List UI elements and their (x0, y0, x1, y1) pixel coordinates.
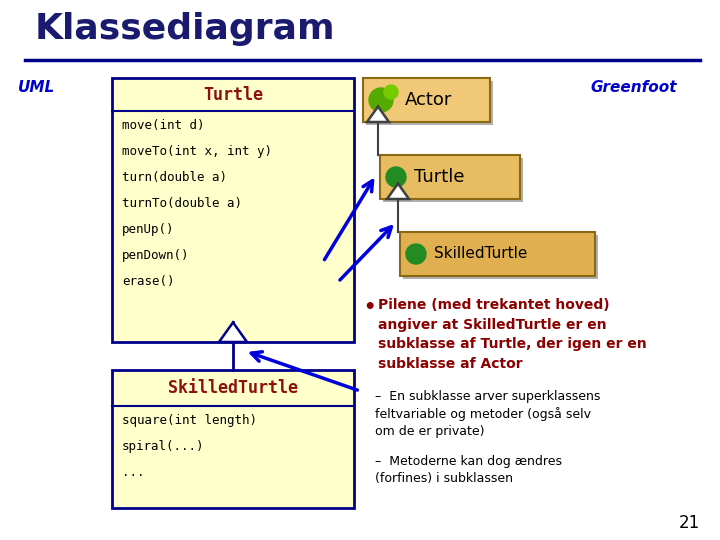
Text: •: • (363, 298, 375, 317)
Circle shape (369, 88, 393, 112)
Bar (112, 78, 354, 342)
Circle shape (384, 85, 398, 99)
Polygon shape (387, 184, 409, 199)
Text: –  En subklasse arver superklassens
feltvariable og metoder (også selv
om de er : – En subklasse arver superklassens feltv… (375, 390, 600, 438)
Text: spiral(...): spiral(...) (122, 440, 204, 453)
Text: SkilledTurtle: SkilledTurtle (168, 379, 298, 397)
Bar (400, 232, 595, 276)
Text: turn(double a): turn(double a) (122, 171, 227, 184)
Text: Turtle: Turtle (414, 168, 464, 186)
Text: erase(): erase() (122, 275, 174, 288)
Bar (366, 81, 493, 125)
Bar (112, 370, 354, 508)
Text: square(int length): square(int length) (122, 414, 257, 427)
Bar (383, 158, 523, 202)
Text: penDown(): penDown() (122, 249, 189, 262)
Bar (403, 235, 598, 279)
Polygon shape (219, 322, 247, 342)
Text: SkilledTurtle: SkilledTurtle (434, 246, 527, 261)
Circle shape (386, 167, 406, 187)
Bar (363, 78, 490, 122)
Text: Pilene (med trekantet hoved)
angiver at SkilledTurtle er en
subklasse af Turtle,: Pilene (med trekantet hoved) angiver at … (378, 298, 647, 370)
Text: 21: 21 (679, 514, 700, 532)
Text: Klassediagram: Klassediagram (35, 12, 336, 46)
Text: Turtle: Turtle (203, 85, 263, 104)
Bar (380, 155, 520, 199)
Text: Actor: Actor (405, 91, 452, 109)
Text: move(int d): move(int d) (122, 119, 204, 132)
Text: penUp(): penUp() (122, 223, 174, 236)
Text: turnTo(double a): turnTo(double a) (122, 197, 242, 210)
Text: ...: ... (122, 466, 145, 479)
Text: moveTo(int x, int y): moveTo(int x, int y) (122, 145, 272, 158)
Text: –  Metoderne kan dog ændres
(forfines) i subklassen: – Metoderne kan dog ændres (forfines) i … (375, 455, 562, 485)
Text: Greenfoot: Greenfoot (590, 80, 677, 95)
Polygon shape (367, 106, 389, 122)
Circle shape (406, 244, 426, 264)
Text: UML: UML (18, 80, 55, 95)
